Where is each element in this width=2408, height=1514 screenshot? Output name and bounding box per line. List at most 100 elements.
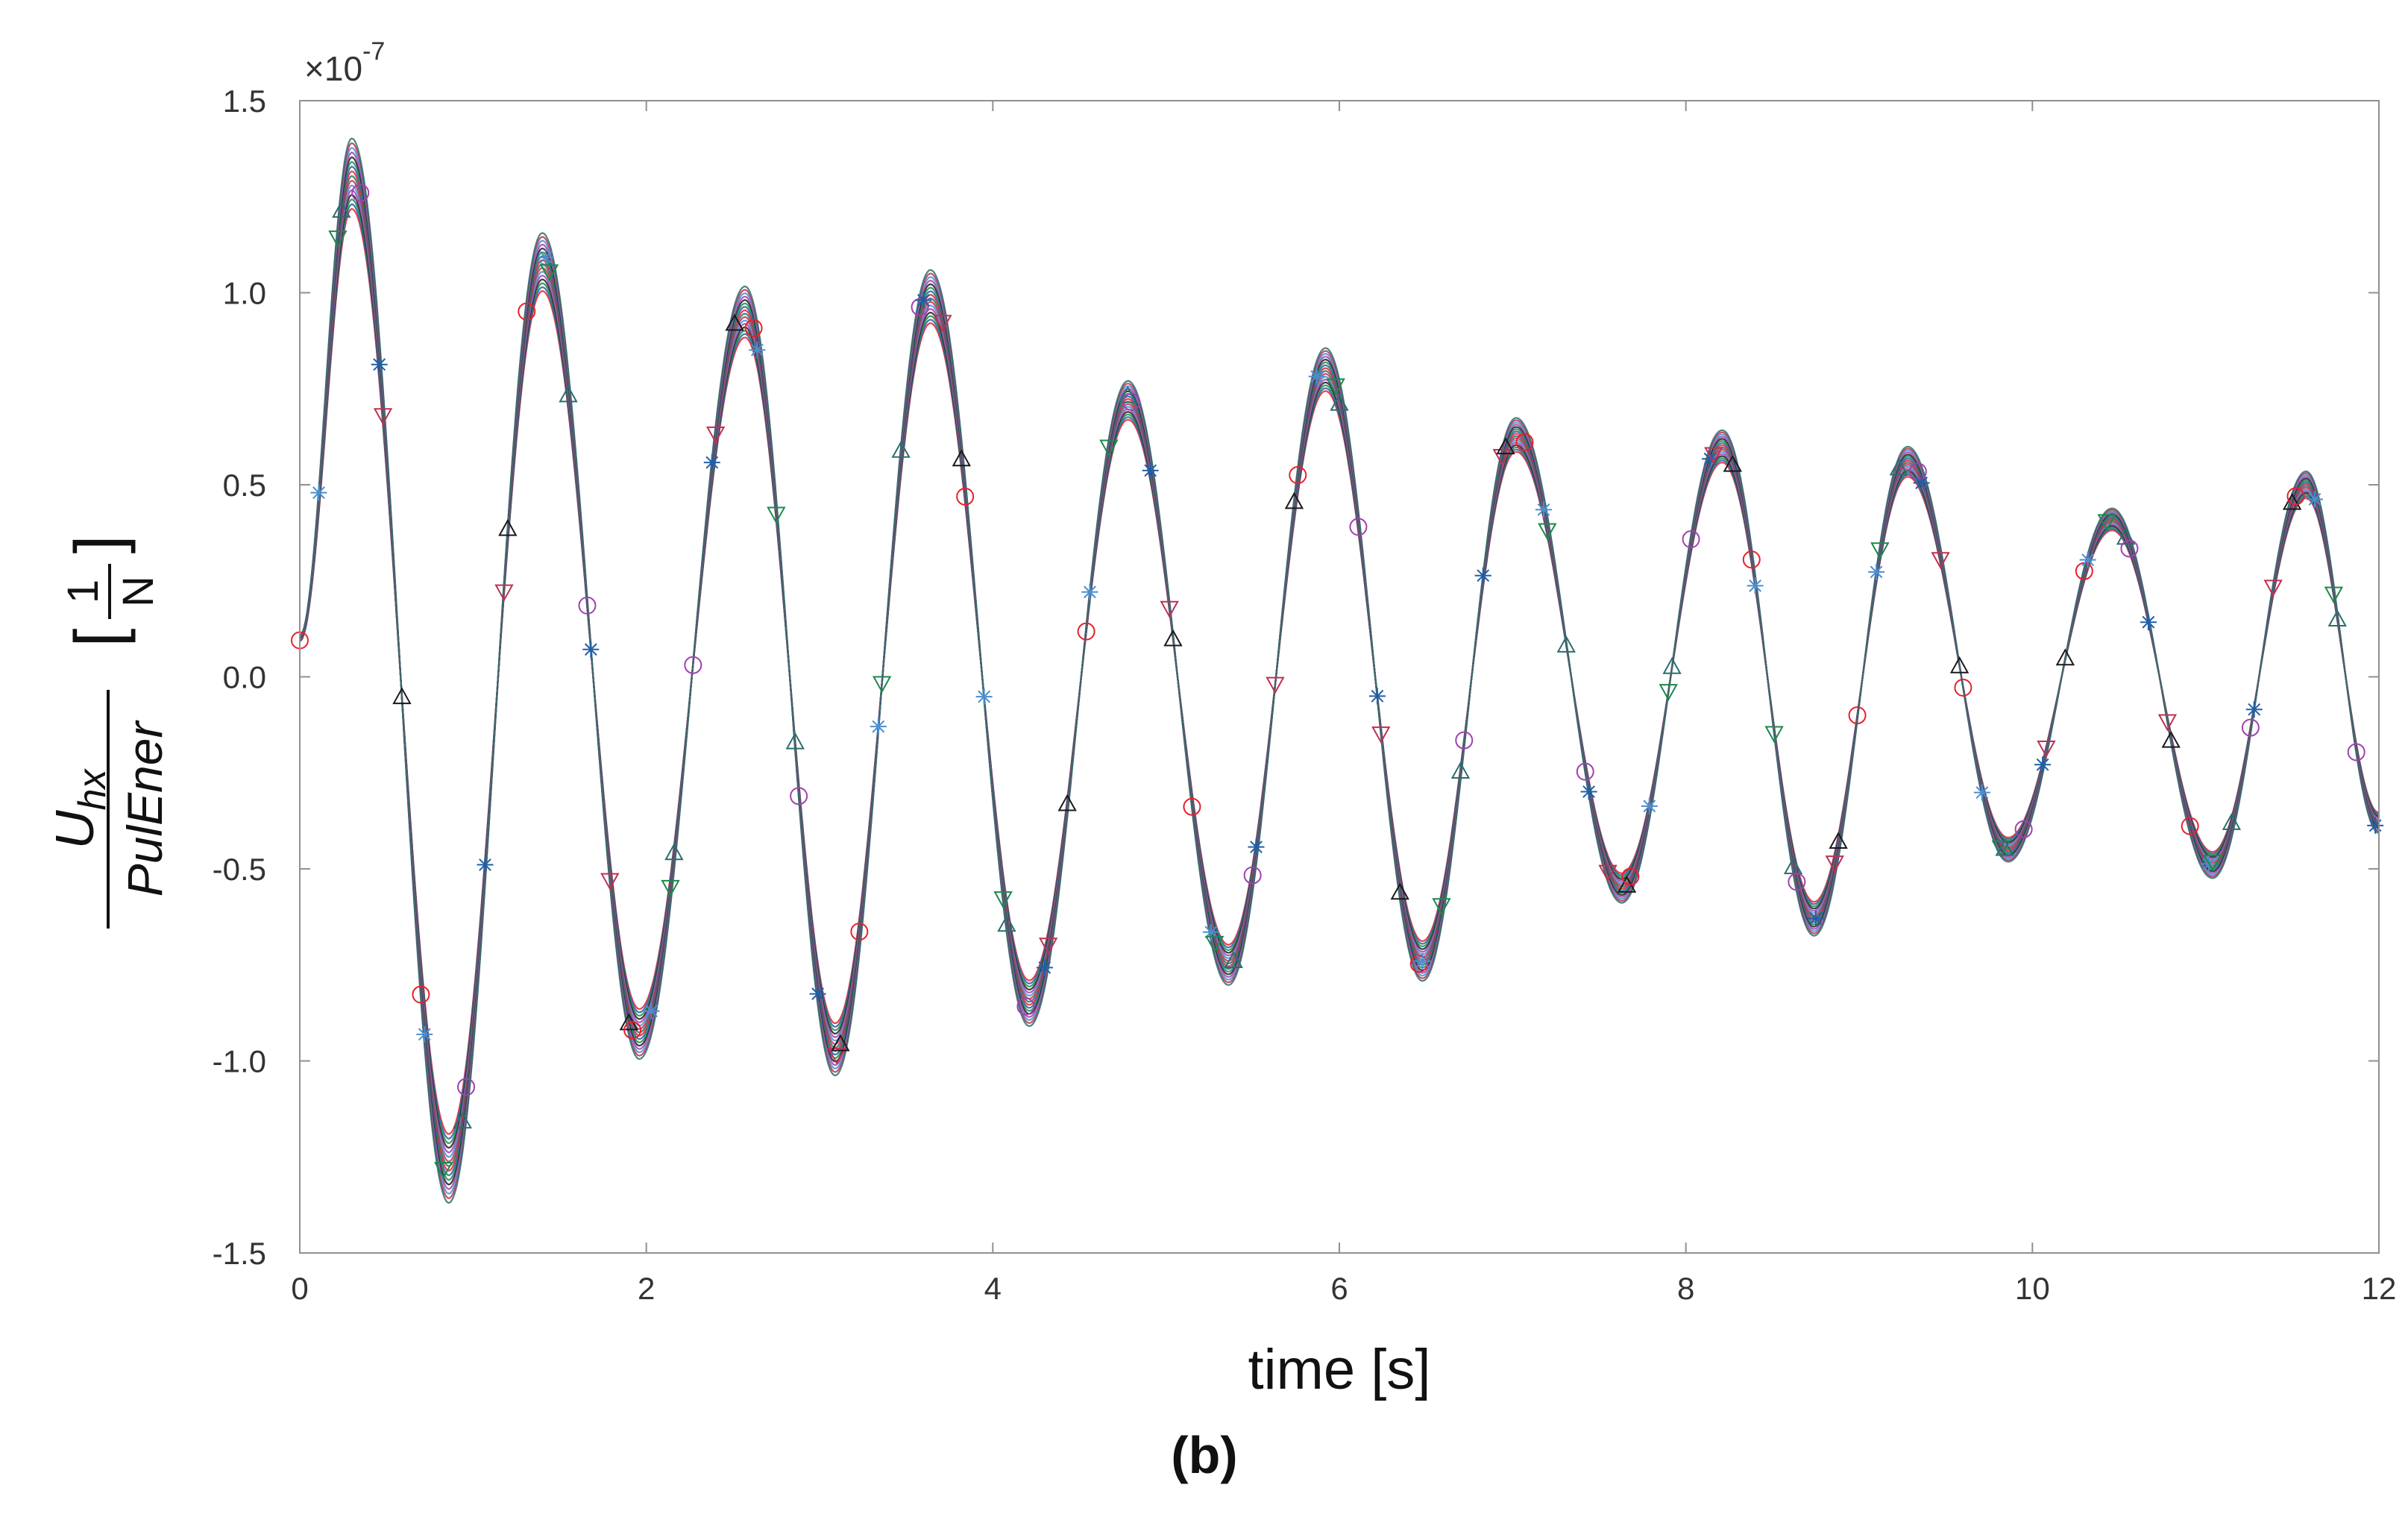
data-point-marker bbox=[332, 201, 351, 218]
data-point-marker bbox=[744, 318, 763, 337]
data-point-marker bbox=[661, 879, 680, 897]
series-line bbox=[299, 203, 2380, 1140]
data-point-marker bbox=[703, 454, 720, 471]
y-exponent-label: ×10-7 bbox=[304, 37, 385, 88]
data-point-marker bbox=[1205, 935, 1225, 953]
data-point-marker bbox=[559, 385, 578, 403]
series-line bbox=[299, 142, 2380, 1199]
data-point-marker bbox=[767, 506, 786, 524]
y-tick-label: 0.0 bbox=[223, 660, 266, 695]
data-point-marker bbox=[2241, 718, 2260, 737]
data-point-marker bbox=[1995, 838, 2014, 856]
data-point-marker bbox=[975, 688, 993, 706]
data-point-marker bbox=[2282, 492, 2302, 510]
data-point-marker bbox=[911, 298, 929, 316]
data-point-marker bbox=[2286, 487, 2305, 506]
data-point-marker bbox=[416, 1025, 433, 1043]
data-point-marker bbox=[1702, 450, 1719, 468]
data-point-marker bbox=[809, 985, 826, 1002]
data-point-marker bbox=[1122, 392, 1141, 411]
data-point-marker bbox=[1289, 466, 1307, 485]
y-tick-label: -1.0 bbox=[213, 1044, 266, 1079]
data-point-marker bbox=[310, 484, 327, 501]
data-point-marker bbox=[1409, 955, 1428, 973]
data-point-marker bbox=[1142, 462, 1159, 479]
series-line bbox=[299, 189, 2380, 1154]
y-tick-label: 1.0 bbox=[223, 276, 266, 311]
data-point-marker bbox=[1868, 563, 1885, 580]
data-point-marker bbox=[2079, 551, 2096, 568]
data-point-marker bbox=[1659, 684, 1678, 701]
data-point-marker bbox=[1099, 439, 1119, 457]
x-tick-label: 12 bbox=[2362, 1271, 2397, 1306]
data-point-marker bbox=[1496, 437, 1515, 455]
x-tick-label: 4 bbox=[984, 1271, 1002, 1306]
data-point-marker bbox=[1954, 678, 1972, 697]
data-point-marker bbox=[2222, 812, 2242, 830]
data-point-marker bbox=[1949, 656, 1970, 673]
data-point-marker bbox=[1081, 583, 1098, 600]
svg-text:N: N bbox=[114, 576, 163, 607]
data-point-marker bbox=[725, 313, 744, 331]
data-point-marker bbox=[643, 1002, 660, 1020]
data-point-marker bbox=[1931, 552, 1950, 570]
data-point-marker bbox=[434, 1162, 453, 1179]
x-tick-label: 8 bbox=[1677, 1271, 1694, 1306]
data-point-marker bbox=[1163, 629, 1183, 647]
data-point-marker bbox=[1829, 832, 1848, 849]
data-point-marker bbox=[1390, 882, 1409, 900]
data-point-marker bbox=[1973, 784, 1990, 801]
data-point-marker bbox=[850, 923, 869, 941]
data-point-marker bbox=[1474, 567, 1491, 584]
data-point-marker bbox=[1807, 910, 1824, 927]
data-point-marker bbox=[373, 408, 393, 426]
data-point-marker bbox=[933, 315, 952, 333]
data-point-marker bbox=[1057, 794, 1077, 811]
data-point-marker bbox=[1598, 864, 1618, 882]
data-point-marker bbox=[749, 342, 766, 359]
data-point-marker bbox=[477, 856, 494, 873]
figure-caption: (b) bbox=[1171, 1426, 1237, 1484]
y-tick-label: -0.5 bbox=[213, 852, 266, 887]
data-point-marker bbox=[371, 356, 388, 373]
y-tick-label: -1.5 bbox=[213, 1236, 266, 1271]
series-line bbox=[299, 151, 2380, 1190]
y-tick-label: 1.5 bbox=[223, 84, 266, 119]
svg-text:]: ] bbox=[62, 535, 136, 553]
data-point-marker bbox=[891, 440, 911, 458]
y-axis-label: Uhx PulEner [ ] 1 N bbox=[45, 535, 172, 929]
data-point-marker bbox=[2181, 817, 2199, 835]
series-line bbox=[299, 193, 2380, 1149]
data-point-marker bbox=[2055, 648, 2075, 666]
series-line bbox=[299, 207, 2380, 1135]
data-point-marker bbox=[872, 676, 892, 694]
data-point-marker bbox=[1160, 600, 1179, 618]
axis-ticks: 0 2 4 6 8 10 12 -1.5 -1.0 -0.5 0.0 0.5 1.0 1.5 bbox=[213, 84, 2397, 1306]
data-point-marker bbox=[2245, 701, 2263, 718]
data-point-marker bbox=[1825, 855, 1844, 873]
data-point-marker bbox=[2367, 817, 2384, 834]
y-tick-label: 0.5 bbox=[223, 468, 266, 503]
data-point-marker bbox=[1991, 840, 2011, 858]
data-point-marker bbox=[1284, 491, 1304, 509]
data-point-marker bbox=[537, 249, 554, 266]
data-point-marker bbox=[1535, 501, 1552, 518]
data-point-marker bbox=[956, 487, 975, 506]
data-point-marker bbox=[2327, 609, 2347, 627]
data-point-marker bbox=[1723, 454, 1743, 472]
data-point-marker bbox=[328, 230, 348, 248]
svg-text:PulEner: PulEner bbox=[117, 720, 172, 897]
data-point-marker bbox=[600, 873, 620, 891]
data-point-marker bbox=[1641, 797, 1658, 814]
data-point-marker bbox=[2161, 730, 2181, 748]
data-point-marker bbox=[1913, 474, 1930, 491]
data-point-marker bbox=[1326, 378, 1345, 396]
data-point-marker bbox=[1783, 857, 1803, 875]
data-point-marker bbox=[1077, 622, 1095, 641]
data-point-marker bbox=[392, 687, 412, 705]
data-point-marker bbox=[1036, 959, 1053, 976]
data-point-marker bbox=[1224, 951, 1243, 969]
x-tick-label: 6 bbox=[1330, 1271, 1348, 1306]
data-point-marker bbox=[1621, 867, 1640, 886]
